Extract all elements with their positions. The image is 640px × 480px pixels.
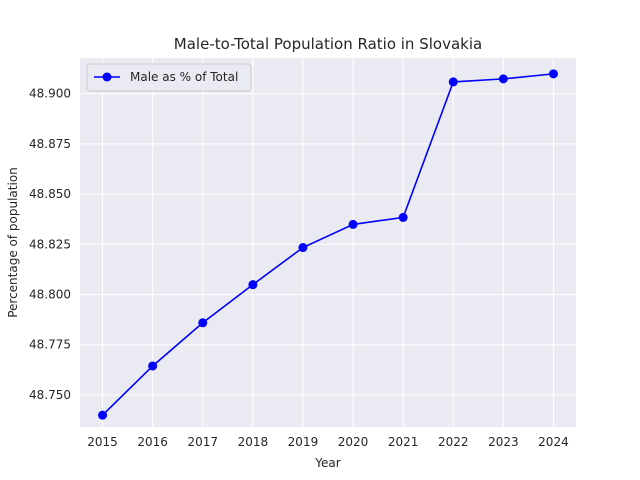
y-tick-label: 48.875 [29,137,71,151]
data-point [248,280,258,290]
legend-marker [102,72,112,82]
y-tick-label: 48.800 [29,287,71,301]
x-tick-label: 2017 [187,435,218,449]
data-point [348,219,358,229]
y-tick-label: 48.900 [29,87,71,101]
y-axis-label: Percentage of population [6,167,20,318]
series-group [98,69,558,420]
grid [80,58,576,427]
data-point [198,318,208,328]
data-point [498,74,508,84]
data-point [398,212,408,222]
x-tick-label: 2015 [87,435,118,449]
x-tick-label: 2021 [388,435,419,449]
x-tick-label: 2020 [338,435,369,449]
plot-area [80,58,576,427]
x-tick-label: 2023 [488,435,519,449]
data-point [298,243,308,253]
y-tick-label: 48.825 [29,237,71,251]
x-tick-label: 2022 [438,435,469,449]
x-tick-label: 2019 [288,435,319,449]
data-point [548,69,558,79]
tick-labels: 2015 2016 2017 2018 2019 2020 2021 2022 2023 2024… [29,87,569,449]
data-point [448,77,458,87]
legend-box [86,63,252,92]
x-axis-label: Year [314,456,340,470]
x-tick-label: 2024 [538,435,569,449]
series-line [101,73,554,416]
x-tick-label: 2018 [238,435,269,449]
y-tick-label: 48.775 [29,338,71,352]
data-point [148,361,158,371]
data-point [98,410,108,420]
legend: Male as % of Total [86,63,252,92]
y-tick-label: 48.850 [29,187,71,201]
legend-label: Male as % of Total [130,70,238,84]
chart-title: Male-to-Total Population Ratio in Slovak… [174,35,482,53]
y-tick-label: 48.750 [29,388,71,402]
x-tick-label: 2016 [137,435,168,449]
